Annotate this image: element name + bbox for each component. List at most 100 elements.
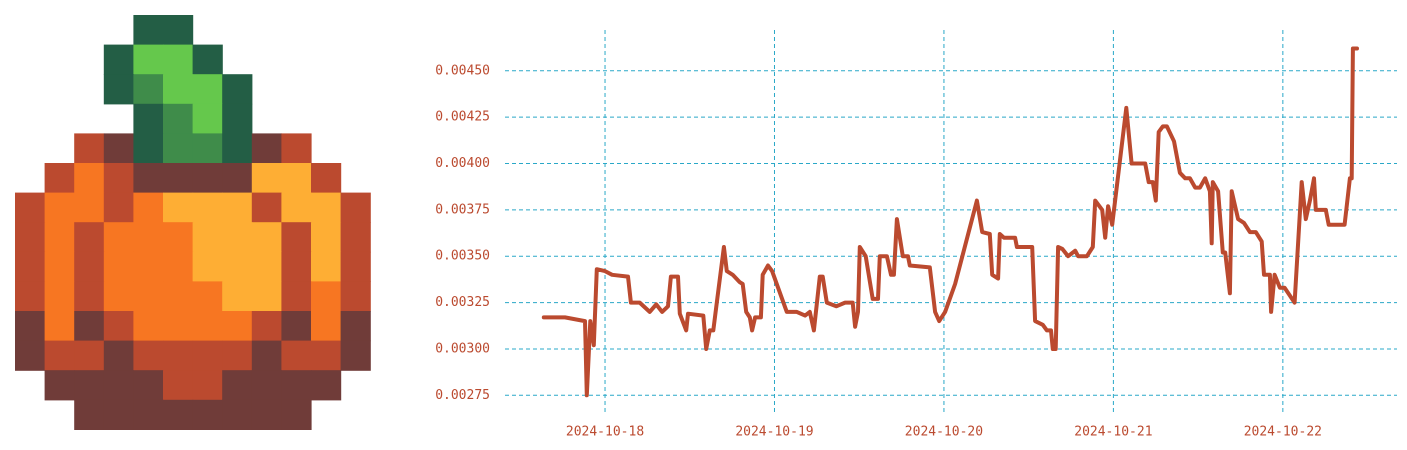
pixel	[281, 133, 312, 164]
pixel	[103, 163, 134, 194]
pixel	[251, 133, 282, 164]
pixel	[15, 251, 46, 282]
pixel	[133, 340, 164, 371]
pixel	[192, 192, 223, 223]
pixel	[163, 103, 194, 134]
x-tick-label: 2024-10-21	[1074, 425, 1152, 440]
pixel	[281, 311, 312, 342]
pixel	[15, 281, 46, 312]
pixel	[133, 192, 164, 223]
pixel	[15, 340, 46, 371]
pixel	[163, 222, 194, 253]
pixel	[251, 251, 282, 282]
pixel	[311, 251, 342, 282]
pixel	[222, 340, 253, 371]
x-tick-label: 2024-10-22	[1244, 425, 1322, 440]
pixel	[163, 251, 194, 282]
price-line	[541, 46, 1359, 398]
pixel	[222, 311, 253, 342]
pixel	[133, 311, 164, 342]
pixel	[74, 222, 105, 253]
pixel	[74, 133, 105, 164]
pixel	[15, 311, 46, 342]
pixel	[163, 44, 194, 75]
pixel	[44, 370, 75, 401]
pumpkin-icon	[15, 15, 371, 430]
pixel	[222, 281, 253, 312]
pixel	[44, 311, 75, 342]
pixel	[133, 133, 164, 164]
pixel	[192, 311, 223, 342]
pixel	[163, 192, 194, 223]
pixel	[163, 133, 194, 164]
pixel	[251, 163, 282, 194]
pixel	[222, 399, 253, 430]
pixel	[311, 281, 342, 312]
pixel	[251, 340, 282, 371]
pixel	[251, 192, 282, 223]
pixel	[311, 311, 342, 342]
pixel	[281, 163, 312, 194]
pixel	[281, 370, 312, 401]
pixel	[281, 340, 312, 371]
pixel	[222, 163, 253, 194]
pixel	[163, 340, 194, 371]
pixel	[163, 399, 194, 430]
pixel	[311, 222, 342, 253]
pixel	[192, 222, 223, 253]
pixel	[74, 399, 105, 430]
pixel	[311, 192, 342, 223]
pixel	[103, 370, 134, 401]
pixel	[281, 251, 312, 282]
pixel	[222, 74, 253, 105]
pixel	[192, 44, 223, 75]
pixel	[133, 222, 164, 253]
pixel	[192, 133, 223, 164]
pixel	[44, 281, 75, 312]
pixel	[251, 281, 282, 312]
pixel	[163, 370, 194, 401]
pixel	[44, 163, 75, 194]
pixel	[44, 340, 75, 371]
pixel	[281, 192, 312, 223]
pixel	[192, 281, 223, 312]
pixel	[74, 281, 105, 312]
pixel	[163, 311, 194, 342]
pixel	[281, 281, 312, 312]
pixel	[251, 370, 282, 401]
pixel	[74, 370, 105, 401]
pixel	[103, 222, 134, 253]
y-tick-label: 0.00450	[435, 63, 490, 78]
pixel	[74, 340, 105, 371]
pixel	[103, 192, 134, 223]
pixel	[192, 103, 223, 134]
pixel	[44, 222, 75, 253]
pixel	[222, 251, 253, 282]
pixel	[222, 370, 253, 401]
y-tick-label: 0.00425	[435, 110, 490, 125]
pixel	[133, 251, 164, 282]
pixel	[281, 399, 312, 430]
pixel	[340, 281, 371, 312]
y-tick-label: 0.00275	[435, 388, 490, 403]
pixel	[15, 222, 46, 253]
pixel	[340, 222, 371, 253]
pixel	[103, 44, 134, 75]
pixel	[192, 399, 223, 430]
x-tick-label: 2024-10-18	[566, 425, 644, 440]
pixel	[340, 192, 371, 223]
y-tick-label: 0.00300	[435, 341, 490, 356]
pixel	[103, 251, 134, 282]
pixel	[133, 370, 164, 401]
pixel	[74, 251, 105, 282]
pixel	[251, 222, 282, 253]
y-tick-label: 0.00325	[435, 295, 490, 310]
pixel	[103, 281, 134, 312]
pixel	[251, 311, 282, 342]
pixel	[311, 340, 342, 371]
pixel	[103, 74, 134, 105]
pixel	[311, 370, 342, 401]
pixel	[192, 163, 223, 194]
pixel	[15, 192, 46, 223]
